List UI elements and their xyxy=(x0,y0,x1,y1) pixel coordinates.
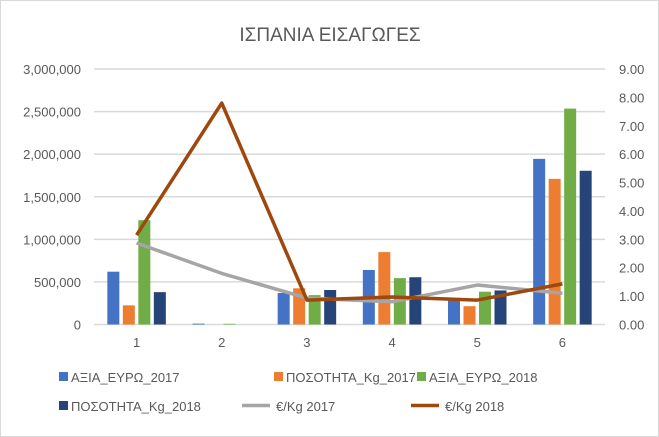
bar--kg-2018-1 xyxy=(153,292,166,325)
x-tick-label: 5 xyxy=(474,335,481,350)
legend-label: ΠΟΣΟΤΗΤΑ_Kg_2018 xyxy=(71,399,201,414)
y2-tick-label: 4.00 xyxy=(619,204,644,219)
bar--2017-5 xyxy=(448,298,460,325)
x-tick-label: 4 xyxy=(388,335,395,350)
bar--kg-2017-6 xyxy=(548,178,561,325)
y-tick-label: 1,500,000 xyxy=(23,190,81,205)
y2-tick-label: 8.00 xyxy=(619,90,644,105)
y2-tick-label: 1.00 xyxy=(619,289,644,304)
chart-title: ΙΣΠΑΝΙΑ ΕΙΣΑΓΩΓΕΣ xyxy=(239,25,420,46)
bar--kg-2017-5 xyxy=(463,306,476,325)
bar--kg-2018-4 xyxy=(409,277,422,325)
bar--kg-2017-4 xyxy=(378,252,391,325)
y2-tick-label: 6.00 xyxy=(619,147,644,162)
legend-swatch xyxy=(274,372,283,381)
legend-label: ΑΞΙΑ_ΕΥΡΩ_2018 xyxy=(429,370,538,385)
y2-tick-label: 5.00 xyxy=(619,176,644,191)
y2-tick-label: 3.00 xyxy=(619,232,644,247)
bar--kg-2018-5 xyxy=(494,290,507,325)
bar--kg-2017-1 xyxy=(122,305,135,325)
bar--2018-2 xyxy=(223,323,236,325)
y2-tick-label: 7.00 xyxy=(619,119,644,134)
y-tick-label: 2,500,000 xyxy=(23,105,81,120)
bar--2018-3 xyxy=(308,295,321,325)
y2-tick-label: 0.00 xyxy=(619,318,644,333)
y-tick-label: 500,000 xyxy=(34,275,81,290)
x-tick-label: 1 xyxy=(133,335,140,350)
y-tick-label: 2,000,000 xyxy=(23,147,81,162)
legend-swatch xyxy=(59,401,68,410)
bar--kg-2018-6 xyxy=(579,170,592,325)
legend-swatch xyxy=(417,372,426,381)
legend-label: €/Kg 2017 xyxy=(276,399,335,414)
y-tick-label: 0 xyxy=(74,318,81,333)
bar--2018-1 xyxy=(138,220,151,325)
legend-swatch xyxy=(59,372,68,381)
bar--2017-1 xyxy=(107,271,120,325)
bar--2018-6 xyxy=(564,108,577,325)
y2-tick-label: 2.00 xyxy=(619,261,644,276)
legend-label: ΠΟΣΟΤΗΤΑ_Kg_2017 xyxy=(286,370,416,385)
y-tick-label: 1,000,000 xyxy=(23,232,81,247)
y-tick-label: 3,000,000 xyxy=(23,62,81,77)
bar--2017-3 xyxy=(277,292,290,325)
bar--kg-2018-3 xyxy=(324,290,337,325)
x-tick-label: 6 xyxy=(559,335,566,350)
legend-label: ΑΞΙΑ_ΕΥΡΩ_2017 xyxy=(71,370,180,385)
x-tick-label: 2 xyxy=(218,335,225,350)
legend-label: €/Kg 2018 xyxy=(445,399,504,414)
bar--2017-6 xyxy=(533,158,546,325)
x-tick-label: 3 xyxy=(303,335,310,350)
y2-tick-label: 9.00 xyxy=(619,62,644,77)
bar--2017-2 xyxy=(192,323,205,325)
line-series-5 xyxy=(135,101,563,302)
